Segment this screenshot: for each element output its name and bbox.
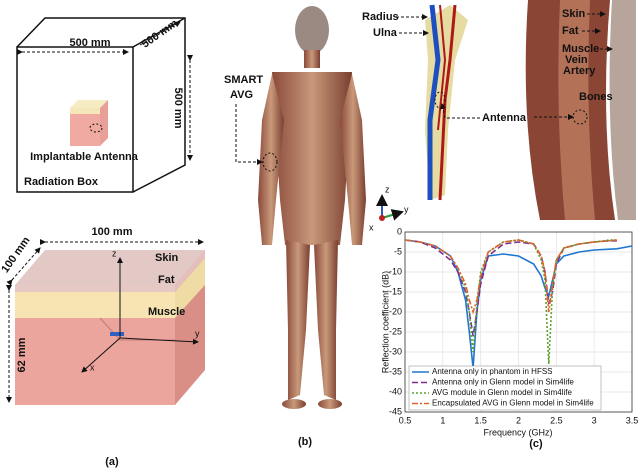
layer-label: Fat xyxy=(158,274,175,286)
x-tick-label: 2 xyxy=(516,415,521,425)
legend-label: Encapsulated AVG in Glenn model in Sim4l… xyxy=(432,399,594,408)
arm-tissue xyxy=(526,0,636,220)
human-body xyxy=(258,6,366,409)
caption: (b) xyxy=(298,436,312,448)
device-label: AVG xyxy=(230,89,253,101)
leader-line xyxy=(236,104,262,162)
caption: (a) xyxy=(105,456,119,468)
antenna-label: Antenna xyxy=(482,112,527,124)
legend-label: Antenna only in phantom in HFSS xyxy=(432,367,553,376)
tissue-label: Bones xyxy=(579,91,613,103)
x-tick-label: 1 xyxy=(440,415,445,425)
antenna-cube xyxy=(70,100,108,146)
x-tick-label: 3.5 xyxy=(626,415,639,425)
y-tick-label: -40 xyxy=(389,386,402,396)
tissue-label: Fat xyxy=(562,25,579,37)
axis-name: z xyxy=(112,248,117,258)
y-tick-label: -35 xyxy=(389,366,402,376)
x-tick-label: 3 xyxy=(592,415,597,425)
bone-label: Ulna xyxy=(373,27,398,39)
dimension-label: 100 mm xyxy=(0,235,33,276)
device-label: SMART xyxy=(224,74,263,86)
y-tick-label: -30 xyxy=(389,346,402,356)
arm-bones xyxy=(425,5,468,200)
y-tick-label: 0 xyxy=(397,226,402,236)
dimension-label: 62 mm xyxy=(16,337,28,372)
legend-label: AVG module in Glenn model in Sim4life xyxy=(432,388,572,397)
axis-name: z xyxy=(385,184,390,194)
y-tick-label: -10 xyxy=(389,266,402,276)
dimension-label: 100 mm xyxy=(92,226,133,238)
axis-name: x xyxy=(90,362,95,372)
y-tick-label: -20 xyxy=(389,306,402,316)
y-axis-label: Reflection coefficient (dB) xyxy=(380,271,390,373)
x-tick-label: 2.5 xyxy=(550,415,563,425)
y-tick-label: -15 xyxy=(389,286,402,296)
layer-label: Skin xyxy=(155,252,179,264)
dimension-label: 500 mm xyxy=(140,17,181,50)
box-label: Radiation Box xyxy=(24,176,99,188)
y-tick-label: -25 xyxy=(389,326,402,336)
arm-axes xyxy=(380,196,402,220)
tissue-block xyxy=(15,250,205,405)
tissue-label: Skin xyxy=(562,8,586,20)
legend-label: Antenna only in Glenn model in Sim4life xyxy=(432,378,574,387)
x-tick-label: 1.5 xyxy=(474,415,487,425)
x-axis-label: Frequency (GHz) xyxy=(483,427,552,437)
x-tick-label: 0.5 xyxy=(399,415,412,425)
figure: 500 mm 500 mm 500 mm Implantable Antenna… xyxy=(0,0,644,473)
dimension-label: 500 mm xyxy=(172,88,184,129)
axis-name: y xyxy=(404,204,409,214)
axis-name: x xyxy=(369,222,374,232)
dimension-label: 500 mm xyxy=(70,37,111,49)
bone-label: Radius xyxy=(362,11,399,23)
axis-name: y xyxy=(195,328,200,338)
layer-label: Muscle xyxy=(148,306,185,318)
tissue-label: Artery xyxy=(563,65,596,77)
caption: (c) xyxy=(529,438,543,450)
antenna-label: Implantable Antenna xyxy=(30,151,139,163)
y-tick-label: -5 xyxy=(394,246,402,256)
